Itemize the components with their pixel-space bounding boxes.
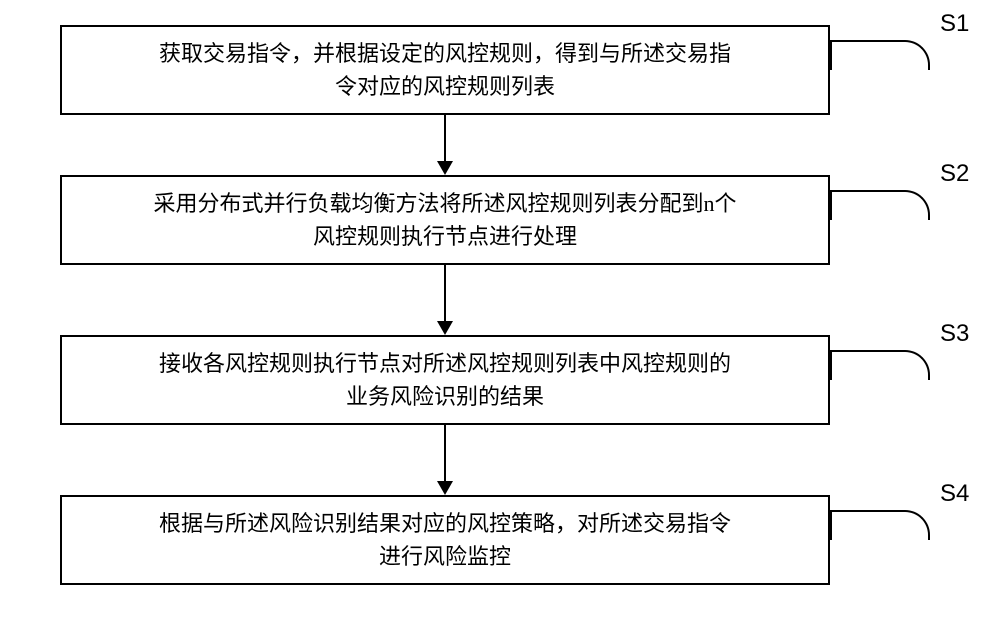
arrow-head-icon: [437, 481, 453, 495]
flowchart-container: 获取交易指令，并根据设定的风控规则，得到与所述交易指 令对应的风控规则列表 S1…: [0, 0, 1000, 622]
arrow-line-icon: [444, 265, 446, 321]
step-s3-line2: 业务风险识别的结果: [346, 384, 544, 409]
arrow-3: [437, 425, 453, 495]
arrow-2: [437, 265, 453, 335]
step-box-s3: 接收各风控规则执行节点对所述风控规则列表中风控规则的 业务风险识别的结果: [60, 335, 830, 425]
step-label-s2: S2: [940, 160, 969, 188]
step-box-s2: 采用分布式并行负载均衡方法将所述风控规则列表分配到n个 风控规则执行节点进行处理: [60, 175, 830, 265]
step-text-s1: 获取交易指令，并根据设定的风控规则，得到与所述交易指 令对应的风控规则列表: [159, 37, 731, 103]
step-s3-line1: 接收各风控规则执行节点对所述风控规则列表中风控规则的: [159, 351, 731, 376]
step-s1-line2: 令对应的风控规则列表: [335, 74, 555, 99]
step-text-s4: 根据与所述风险识别结果对应的风控策略，对所述交易指令 进行风险监控: [159, 507, 731, 573]
step-s1-line1: 获取交易指令，并根据设定的风控规则，得到与所述交易指: [159, 41, 731, 66]
step-s4-line2: 进行风险监控: [379, 544, 511, 569]
step-label-s4: S4: [940, 480, 969, 508]
step-label-s3: S3: [940, 320, 969, 348]
step-s2-line2: 风控规则执行节点进行处理: [313, 224, 577, 249]
step-box-s1: 获取交易指令，并根据设定的风控规则，得到与所述交易指 令对应的风控规则列表: [60, 25, 830, 115]
arrow-line-icon: [444, 115, 446, 161]
step-s4-line1: 根据与所述风险识别结果对应的风控策略，对所述交易指令: [159, 511, 731, 536]
connector-s1: [830, 40, 930, 70]
connector-s3: [830, 350, 930, 380]
arrow-head-icon: [437, 161, 453, 175]
connector-s2: [830, 190, 930, 220]
arrow-1: [437, 115, 453, 175]
step-label-s1: S1: [940, 10, 969, 38]
step-text-s3: 接收各风控规则执行节点对所述风控规则列表中风控规则的 业务风险识别的结果: [159, 347, 731, 413]
arrow-line-icon: [444, 425, 446, 481]
arrow-head-icon: [437, 321, 453, 335]
connector-s4: [830, 510, 930, 540]
step-text-s2: 采用分布式并行负载均衡方法将所述风控规则列表分配到n个 风控规则执行节点进行处理: [153, 187, 736, 253]
step-s2-line1: 采用分布式并行负载均衡方法将所述风控规则列表分配到n个: [153, 191, 736, 216]
step-box-s4: 根据与所述风险识别结果对应的风控策略，对所述交易指令 进行风险监控: [60, 495, 830, 585]
